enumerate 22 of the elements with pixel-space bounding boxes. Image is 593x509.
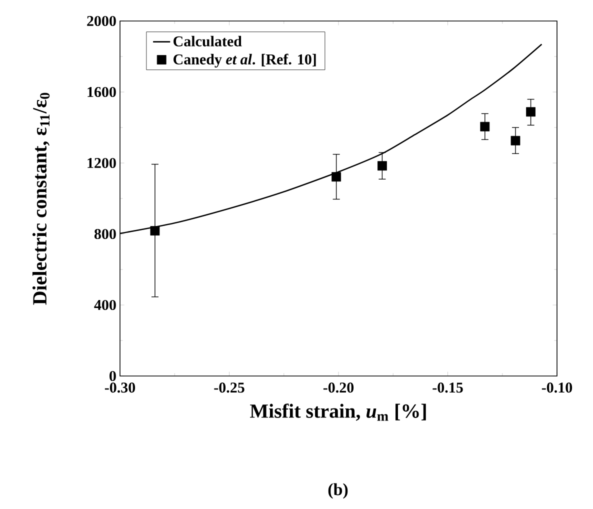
point (332, 172, 342, 182)
point (378, 161, 387, 171)
y-tick-label: 0 (110, 370, 116, 382)
y-tick-label: 1200 (88, 158, 116, 168)
point (526, 107, 536, 117)
y-tick-label: 1600 (88, 86, 116, 98)
point (150, 226, 160, 236)
x-axis-title: Misfit strain, u$_{m}$ [%] (250, 404, 426, 421)
x-tick-label: -0.10 (542, 382, 572, 393)
x-tick-label: -0.15 (432, 382, 463, 393)
legend-label: Calculated (174, 36, 242, 46)
y-tick-label: 800 (94, 228, 116, 240)
y-tick-label: 400 (94, 300, 116, 310)
x-tick-label: -0.30 (104, 382, 136, 393)
x-tick-label: -0.25 (214, 382, 244, 393)
legend-label: Canedy et al. [Ref. 10] (174, 54, 316, 68)
y-tick-label: 2000 (87, 16, 116, 26)
point (480, 122, 490, 132)
y-axis-title: Dielectric constant, ε$_{11}$/ε$_{0}$ (32, 92, 50, 305)
x-tick-label: -0.20 (323, 382, 354, 393)
text: (b) (328, 483, 348, 499)
point (510, 136, 520, 146)
